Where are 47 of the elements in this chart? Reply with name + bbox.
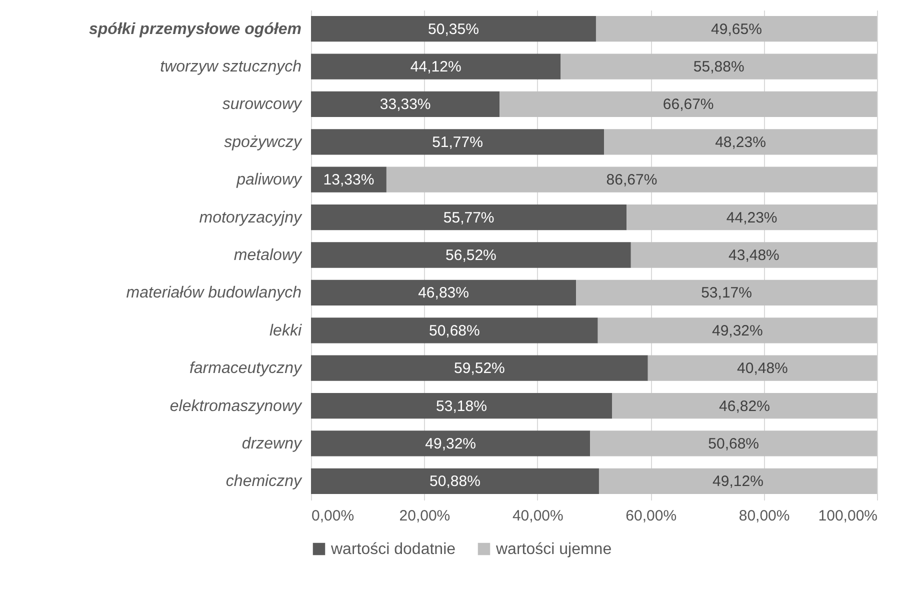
data-label: 50,68% (428, 322, 480, 340)
data-label: 44,12% (410, 58, 462, 76)
data-label: 55,77% (443, 209, 494, 226)
data-label: 59,52% (454, 360, 505, 378)
data-label: 33,33% (380, 96, 431, 114)
x-tick-label: 80,00% (738, 508, 790, 524)
data-label: 53,17% (701, 284, 752, 302)
y-tick-label: lekki (269, 322, 302, 340)
y-tick-label: tworzyw sztucznych (160, 58, 302, 76)
x-tick-label: 40,00% (512, 508, 564, 524)
data-label: 51,77% (432, 134, 483, 151)
x-tick-label: 60,00% (626, 508, 677, 524)
data-label: 49,32% (712, 322, 763, 340)
data-label: 46,82% (719, 398, 770, 415)
data-label: 56,52% (446, 247, 496, 264)
data-label: 40,48% (737, 360, 788, 378)
data-label: 53,18% (436, 398, 487, 415)
x-tick-label: 100,00% (818, 508, 878, 524)
data-label: 50,88% (430, 473, 480, 490)
data-label: 50,35% (428, 20, 479, 38)
y-tick-label: motoryzacyjny (199, 209, 302, 226)
y-tick-label: materiałów budowlanych (126, 284, 302, 302)
legend-label: wartości dodatnie (330, 541, 456, 558)
y-tick-label: surowcowy (222, 96, 302, 114)
y-tick-label: spożywczy (224, 134, 302, 151)
x-tick-label: 20,00% (399, 508, 450, 524)
data-label: 48,23% (715, 134, 766, 151)
data-label: 49,32% (425, 435, 476, 452)
y-tick-label: drzewny (242, 435, 302, 452)
y-tick-label: chemiczny (226, 473, 302, 490)
y-tick-label: paliwowy (236, 172, 302, 189)
data-label: 44,23% (726, 209, 778, 226)
y-tick-label: elektromaszynowy (170, 398, 302, 415)
legend-label: wartości ujemne (495, 541, 612, 558)
data-label: 86,67% (606, 172, 658, 189)
data-label: 50,68% (708, 435, 760, 452)
data-label: 46,83% (418, 284, 469, 302)
data-label: 43,48% (728, 247, 780, 264)
data-label: 66,67% (662, 96, 714, 114)
y-tick-label: metalowy (234, 247, 302, 264)
data-label: 49,12% (712, 473, 764, 490)
data-label: 13,33% (323, 172, 374, 189)
y-tick-label: spółki przemysłowe ogółem (89, 20, 302, 38)
y-tick-label: farmaceutyczny (189, 360, 302, 378)
data-label: 49,65% (711, 20, 762, 38)
x-tick-label: 0,00% (312, 508, 354, 524)
data-label: 55,88% (693, 58, 744, 76)
